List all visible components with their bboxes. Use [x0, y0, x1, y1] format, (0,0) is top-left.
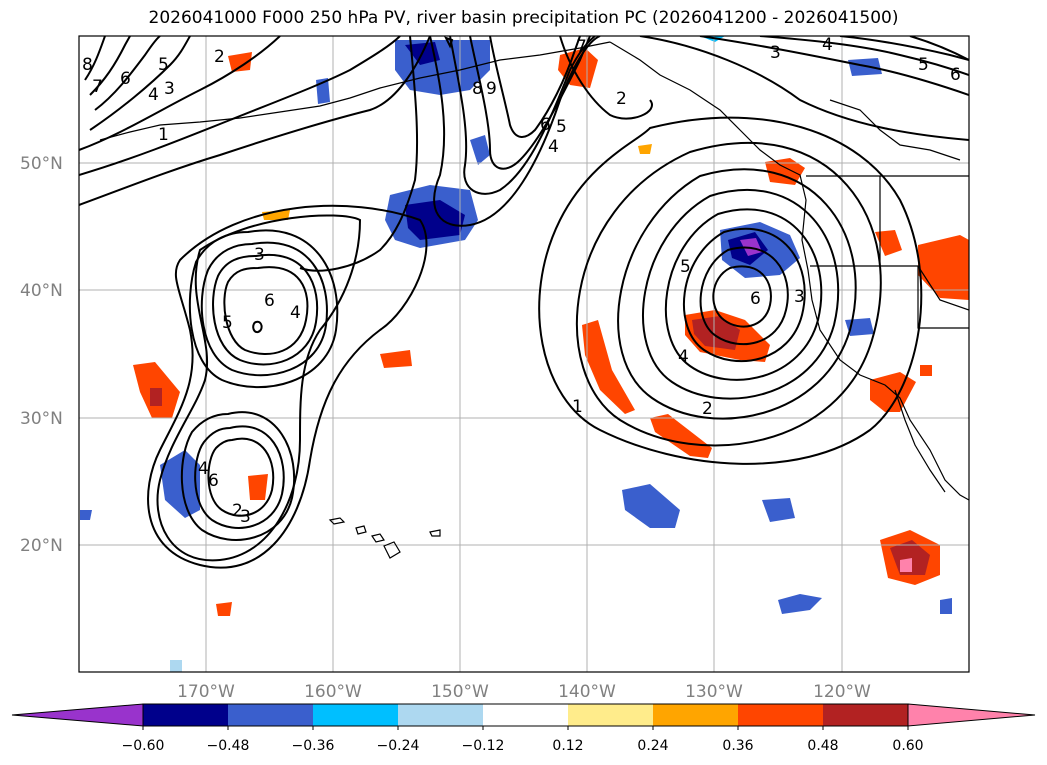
positive-anomaly-area — [380, 350, 412, 368]
contour-label: 2 — [702, 399, 713, 419]
colorbar-tick-label: −0.12 — [462, 738, 505, 754]
contour-label: 8 — [472, 79, 483, 99]
contour-label: 3 — [254, 245, 265, 265]
colorbar-segment — [568, 704, 653, 726]
positive-anomaly-area — [765, 158, 805, 185]
contour-label: 5 — [158, 55, 169, 75]
colorbar-frame — [142, 703, 909, 727]
colorbar-segment — [313, 704, 398, 726]
positive-anomaly-area — [248, 474, 268, 500]
longitude-axis: 170°W 160°W 150°W 140°W 130°W 120°W — [177, 682, 871, 702]
contour-label: 1 — [158, 125, 169, 145]
longitude-tick: 130°W — [685, 682, 743, 702]
positive-anomaly-area — [228, 52, 252, 72]
contour-label: 7 — [576, 37, 587, 57]
positive-anomaly-area — [918, 235, 969, 300]
colorbar-extend-max — [907, 703, 1036, 727]
negative-anomaly-area — [762, 498, 795, 522]
map-frame — [78, 35, 970, 673]
contour-label: 6 — [540, 115, 551, 135]
negative-anomaly-area — [940, 598, 952, 614]
negative-anomaly-area — [848, 58, 882, 76]
contour-label: 3 — [770, 43, 781, 63]
colorbar-segment — [483, 704, 568, 726]
colorbar-tick-label: 0.60 — [892, 738, 923, 754]
latitude-tick: 30°N — [20, 409, 63, 429]
longitude-tick: 140°W — [558, 682, 616, 702]
colorbar-tick-label: −0.48 — [207, 738, 250, 754]
contour-label: 2 — [616, 89, 627, 109]
negative-anomaly-area — [470, 135, 490, 165]
colorbar-segment — [398, 704, 483, 726]
coastlines — [99, 41, 969, 559]
colorbar-tick-label: −0.24 — [377, 738, 420, 754]
colorbar-segment — [653, 704, 738, 726]
contour-label: 4 — [822, 35, 833, 55]
contour-labels: 8 7 6 5 4 3 2 1 9 8 6 5 4 2 3 4 5 6 3 6 … — [82, 35, 961, 527]
contour-label: 7 — [92, 77, 103, 97]
negative-anomaly-area — [80, 510, 92, 520]
positive-anomaly-area — [150, 388, 162, 406]
positive-anomaly-area — [900, 558, 912, 572]
contour-label: 4 — [148, 85, 159, 105]
positive-anomaly-area — [650, 414, 712, 458]
positive-anomaly-area — [216, 602, 232, 616]
contour-label: 6 — [208, 471, 219, 491]
longitude-tick: 150°W — [431, 682, 489, 702]
contour-label: 4 — [678, 347, 689, 367]
colorbar-tick-label: 0.48 — [807, 738, 838, 754]
latitude-tick: 40°N — [20, 281, 63, 301]
positive-anomaly-area — [920, 365, 932, 376]
contour-label: 4 — [290, 303, 301, 323]
latitude-tick: 20°N — [20, 536, 63, 556]
contour-label: 2 — [214, 47, 225, 67]
map-title: 2026041000 F000 250 hPa PV, river basin … — [148, 8, 899, 28]
contour-label: 3 — [240, 507, 251, 527]
longitude-tick: 120°W — [813, 682, 871, 702]
contour-label: 8 — [82, 55, 93, 75]
contour-label: 6 — [950, 65, 961, 85]
positive-anomaly-area — [875, 230, 902, 256]
contour-label: 5 — [556, 117, 567, 137]
contour-label: 4 — [198, 459, 209, 479]
colorbar-tick-label: −0.60 — [122, 738, 165, 754]
colorbar-tick-label: −0.36 — [292, 738, 335, 754]
contour-label: 6 — [264, 291, 275, 311]
longitude-tick: 170°W — [177, 682, 235, 702]
colorbar-tick-label: 0.36 — [722, 738, 753, 754]
negative-anomaly-area — [778, 594, 822, 614]
contour-label: 4 — [548, 137, 559, 157]
positive-anomaly-area — [638, 144, 652, 154]
colorbar-tick-label: 0.12 — [552, 738, 583, 754]
contour-label: 2 — [232, 501, 243, 521]
negative-anomaly-area — [160, 450, 200, 518]
colorbar-segment — [143, 704, 228, 726]
negative-anomaly-area — [622, 484, 680, 528]
contour-label: 6 — [120, 69, 131, 89]
contour-label: 6 — [750, 289, 761, 309]
contour-label: 3 — [794, 287, 805, 307]
colorbar: −0.60 −0.48 −0.36 −0.24 −0.12 0.12 0.24 0.36 0.4… — [11, 703, 1036, 754]
colorbar-extend-min — [11, 703, 144, 727]
contour-label: 9 — [486, 79, 497, 99]
latitude-axis: 50°N 40°N 30°N 20°N — [20, 154, 63, 556]
contour-label: 5 — [222, 313, 233, 333]
contour-label: 3 — [164, 79, 175, 99]
colorbar-segment — [738, 704, 823, 726]
negative-anomaly-area — [405, 200, 465, 240]
contour-label: 1 — [572, 397, 583, 417]
positive-anomaly-area — [582, 320, 635, 414]
latitude-tick: 50°N — [20, 154, 63, 174]
contour-label: 5 — [680, 257, 691, 277]
pv-contours — [79, 36, 969, 569]
contour-label: 5 — [918, 55, 929, 75]
longitude-tick: 160°W — [304, 682, 362, 702]
negative-anomaly-area — [170, 660, 182, 672]
colorbar-segment — [228, 704, 313, 726]
colorbar-tick-label: 0.24 — [637, 738, 668, 754]
colorbar-segment — [823, 704, 908, 726]
